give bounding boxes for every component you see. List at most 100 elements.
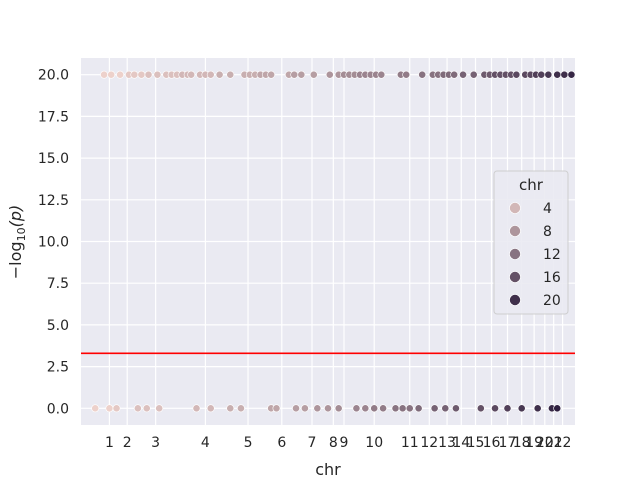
x-tick-label: 12 [420, 435, 438, 451]
y-tick-label: 5.0 [47, 318, 69, 334]
legend-entries: 4 8 12 16 20 [509, 201, 561, 309]
x-tick-label: 6 [277, 435, 286, 451]
legend-label: 8 [543, 224, 552, 240]
y-axis-ticks: 0.0 2.5 5.0 7.5 10.0 12.5 15.0 17.5 20.0 [38, 68, 69, 418]
data-point [155, 404, 164, 413]
data-point [133, 404, 142, 413]
data-point [144, 70, 153, 79]
data-point [441, 404, 450, 413]
data-point [352, 404, 361, 413]
data-point [112, 404, 121, 413]
x-tick-label: 16 [483, 435, 501, 451]
legend: chr 4 8 12 16 20 [493, 170, 569, 315]
data-point [391, 404, 400, 413]
points [91, 70, 576, 413]
data-point [537, 70, 546, 79]
legend-label: 12 [543, 247, 561, 263]
y-tick-label: 12.5 [38, 193, 69, 209]
y-axis-label-var: (p) [6, 205, 25, 228]
data-point [309, 70, 318, 79]
data-point [215, 70, 224, 79]
x-tick-label: 18 [513, 435, 531, 451]
data-point [512, 70, 521, 79]
x-tick-label: 4 [201, 435, 210, 451]
data-point [503, 404, 512, 413]
legend-label: 4 [543, 201, 552, 217]
x-tick-label: 17 [499, 435, 517, 451]
legend-marker [509, 248, 521, 260]
data-point [377, 70, 386, 79]
data-point [267, 70, 276, 79]
y-axis-label: −log10(p) [6, 205, 28, 279]
x-tick-label: 2 [123, 435, 132, 451]
x-tick-label: 11 [401, 435, 419, 451]
data-point [560, 70, 569, 79]
data-point [292, 404, 300, 413]
x-tick-label: 15 [467, 435, 485, 451]
data-point [107, 70, 116, 79]
data-point [142, 404, 151, 413]
data-point [452, 404, 460, 413]
data-point [91, 404, 100, 413]
data-point [297, 70, 306, 79]
data-point [272, 404, 281, 413]
data-point [544, 70, 553, 79]
x-tick-label: 3 [151, 435, 160, 451]
x-tick-label: 10 [365, 435, 383, 451]
data-point [414, 404, 423, 413]
data-point [192, 404, 201, 413]
x-tick-label: 1 [105, 435, 114, 451]
x-tick-label: 5 [244, 435, 253, 451]
data-point [226, 404, 235, 413]
y-tick-label: 15.0 [38, 151, 69, 167]
legend-marker [509, 271, 521, 283]
x-tick-label: 20 [536, 435, 554, 451]
data-point [398, 404, 407, 413]
data-point [567, 70, 576, 79]
data-point [517, 404, 526, 413]
y-tick-label: 7.5 [47, 276, 69, 292]
x-axis-label: chr [315, 460, 341, 479]
legend-title: chr [519, 176, 544, 194]
data-point [105, 404, 114, 413]
data-point [402, 70, 411, 79]
y-tick-label: 17.5 [38, 109, 69, 125]
data-point [370, 404, 379, 413]
x-tick-label: 13 [438, 435, 456, 451]
data-point [206, 404, 215, 413]
data-point [418, 70, 427, 79]
data-point [430, 404, 439, 413]
data-point [450, 70, 459, 79]
x-tick-label: 7 [308, 435, 317, 451]
x-tick-label: 8 [329, 435, 338, 451]
data-point [116, 70, 124, 79]
data-point [469, 70, 478, 79]
data-point [226, 70, 235, 79]
data-point [379, 404, 387, 413]
y-tick-label: 0.0 [47, 401, 69, 417]
data-point [334, 404, 343, 413]
data-point [300, 404, 309, 413]
data-point [405, 404, 414, 413]
legend-marker [509, 294, 521, 306]
data-point [491, 404, 499, 413]
data-point [206, 70, 215, 79]
y-tick-label: 10.0 [38, 235, 69, 251]
data-point [533, 404, 542, 413]
data-point [130, 70, 139, 79]
y-axis-label-sub: 10 [15, 227, 28, 241]
data-point [187, 70, 196, 79]
x-tick-label: 22 [554, 435, 572, 451]
x-tick-label: 19 [525, 435, 543, 451]
data-point [553, 70, 562, 79]
data-point [459, 70, 467, 79]
data-point [153, 70, 162, 79]
legend-marker [509, 225, 521, 237]
data-point [237, 404, 245, 413]
y-tick-label: 2.5 [47, 360, 69, 376]
data-point [290, 70, 299, 79]
data-point [313, 404, 322, 413]
y-tick-label: 20.0 [38, 68, 69, 84]
legend-label: 16 [543, 270, 561, 286]
